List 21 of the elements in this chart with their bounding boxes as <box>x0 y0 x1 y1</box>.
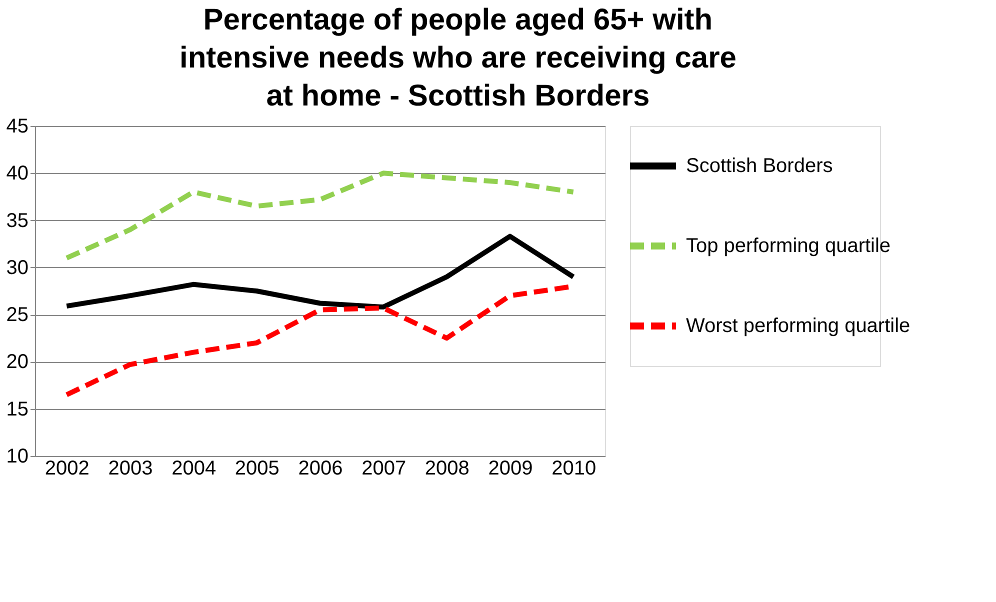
y-tick-label: 30 <box>6 256 28 279</box>
y-tick-label: 45 <box>6 116 28 138</box>
x-tick-label: 2005 <box>234 458 280 480</box>
y-tick-label: 10 <box>6 446 28 468</box>
chart-title: Percentage of people aged 65+ with intensive needs who are receiving care at home - Scottish Borders <box>179 4 736 112</box>
y-tick-label: 15 <box>6 398 28 420</box>
y-tick-label: 40 <box>6 162 28 185</box>
y-tick-label: 20 <box>6 351 28 374</box>
legend-label: Worst performing quartile <box>686 315 910 337</box>
x-tick-label: 2006 <box>298 458 343 480</box>
x-tick-label: 2008 <box>424 458 470 480</box>
y-tick-label: 35 <box>6 210 28 232</box>
legend-label: Scottish Borders <box>686 155 833 177</box>
x-tick-label: 2003 <box>108 458 153 480</box>
x-tick-label: 2009 <box>488 458 533 480</box>
x-tick-label: 2007 <box>362 458 406 480</box>
y-tick-label: 25 <box>6 304 28 326</box>
x-tick-label: 2002 <box>44 458 90 480</box>
x-tick-label: 2010 <box>552 458 596 480</box>
x-tick-label: 2004 <box>172 458 216 480</box>
legend-label: Top performing quartile <box>686 235 891 257</box>
